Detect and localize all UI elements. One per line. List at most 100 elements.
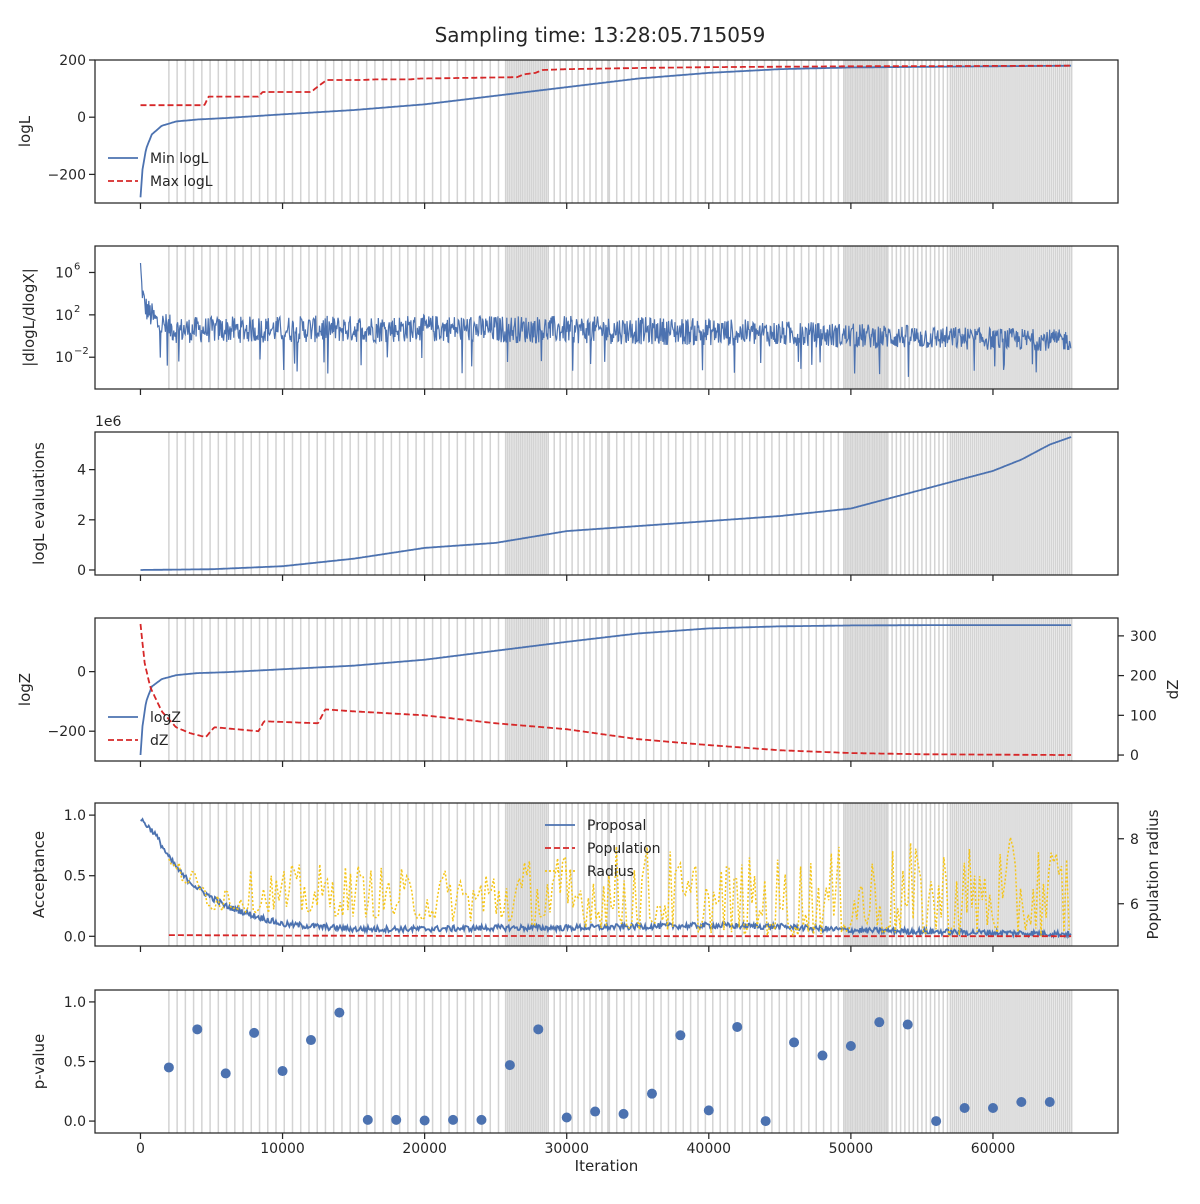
series-radius: [168, 837, 1070, 938]
y-tick-exponent: 2: [74, 304, 80, 315]
data-point: [561, 1112, 572, 1123]
shaded-iterations: [168, 432, 1073, 575]
x-tick-label: 0: [136, 1141, 145, 1157]
data-point: [817, 1050, 828, 1061]
x-tick-label: 50000: [829, 1141, 874, 1157]
data-point: [931, 1116, 942, 1127]
data-point: [760, 1116, 771, 1127]
series-gradient: [139, 262, 1072, 377]
panel-acceptance: 1.0 0.5 0.0 8 6 Acceptance Population radius Pr…: [30, 802, 1162, 952]
data-point: [334, 1007, 345, 1018]
legend-label: Min logL: [150, 151, 209, 167]
data-point: [789, 1037, 800, 1048]
y-axis-label: logL evaluations: [30, 442, 48, 565]
data-point: [874, 1017, 885, 1028]
data-point: [959, 1102, 970, 1113]
x-tick-label: 30000: [544, 1141, 589, 1157]
panel-frame: [94, 802, 1119, 947]
panel-evaluations: 0 2 4 logL evaluations 1e6: [30, 414, 1119, 581]
data-point: [362, 1114, 373, 1125]
y-tick-label: 1.0: [64, 995, 86, 1011]
shaded-iterations: [168, 246, 1073, 389]
y-tick-label: 10: [55, 350, 73, 366]
panel-frame: [94, 617, 1119, 762]
data-point: [419, 1115, 430, 1126]
x-tick-label: 20000: [402, 1141, 447, 1157]
plot-area: [140, 432, 1073, 575]
legend: Proposal Population Radius: [545, 818, 661, 880]
y-tick-label: 2: [77, 513, 86, 529]
data-point: [504, 1060, 515, 1071]
plot-area: [163, 990, 1073, 1133]
plot-area: [139, 246, 1073, 389]
legend-label: Proposal: [587, 818, 646, 834]
x-tick-label: 60000: [971, 1141, 1016, 1157]
shaded-iterations: [168, 618, 1073, 761]
y-right-tick-label: 200: [1130, 669, 1157, 685]
y-tick-label: 4: [77, 463, 86, 479]
y-axis-label: |dlogL/dlogX|: [20, 268, 38, 367]
y-axis-label: logZ: [16, 673, 34, 706]
y-tick-label: 0.5: [64, 1055, 86, 1071]
y-tick-exponent: 6: [74, 261, 80, 272]
series-min-logl: [139, 64, 1072, 198]
y-tick-label: −200: [48, 167, 86, 183]
y-tick-label: 0.0: [64, 1114, 86, 1130]
y-tick-label: 0: [77, 563, 86, 579]
y-right-axis-label: Population radius: [1144, 809, 1162, 939]
data-point: [675, 1030, 686, 1041]
panel-gradient: 10 610 210 −2|dlogL/dlogX|: [20, 245, 1119, 395]
panel-frame: [94, 59, 1119, 204]
offset-label: 1e6: [95, 414, 122, 430]
data-point: [249, 1027, 260, 1038]
y-tick-label: −200: [48, 724, 86, 740]
data-point: [1016, 1097, 1027, 1108]
series-evaluations: [140, 436, 1072, 571]
data-point: [1044, 1097, 1055, 1108]
data-point: [618, 1108, 629, 1119]
y-tick-label: 0: [77, 665, 86, 681]
shaded-iterations: [168, 60, 1073, 203]
y-axis-label: Acceptance: [30, 831, 48, 918]
data-point: [476, 1114, 487, 1125]
legend-label: logZ: [150, 710, 181, 726]
data-point: [305, 1035, 316, 1046]
legend: logZ dZ: [108, 710, 181, 749]
y-axis-label: logL: [16, 115, 34, 147]
y-tick-label: 1.0: [64, 808, 86, 824]
y-right-tick-label: 0: [1130, 748, 1139, 764]
plot-area: [139, 618, 1073, 761]
data-point: [192, 1024, 203, 1035]
legend-label: Radius: [587, 864, 634, 880]
panel-pvalue: 0 10000 20000 30000 40000 50000 60000 1.0 0.5 0.0…: [30, 989, 1119, 1175]
series-dz: [139, 623, 1072, 756]
panel-loglike: 200 0 −200 logL Min logL Max logL: [16, 53, 1119, 209]
y-tick-label: 10: [55, 308, 73, 324]
data-point: [391, 1114, 402, 1125]
shaded-iterations: [168, 990, 1073, 1133]
data-point: [220, 1068, 231, 1079]
data-point: [646, 1088, 657, 1099]
data-point: [703, 1105, 714, 1116]
panel-evidence: 0 −200 300 200 100 0 logZ dZ logZ dZ: [16, 617, 1182, 767]
y-tick-label: 200: [59, 53, 86, 69]
legend-label: Population: [587, 841, 661, 857]
y-right-axis-label: dZ: [1164, 680, 1182, 700]
legend-label: dZ: [150, 733, 168, 749]
legend-label: Max logL: [150, 174, 213, 190]
y-tick-label: 10: [55, 265, 73, 281]
data-point: [845, 1041, 856, 1052]
panel-frame: [94, 431, 1119, 576]
data-point: [533, 1024, 544, 1035]
plot-area: [140, 803, 1073, 946]
y-tick-label: 0.0: [64, 929, 86, 945]
figure-title: Sampling time: 13:28:05.715059: [435, 23, 766, 47]
data-point: [277, 1066, 288, 1077]
data-point: [902, 1019, 913, 1030]
y-axis-label: p-value: [30, 1034, 48, 1090]
x-tick-label: 40000: [687, 1141, 732, 1157]
series-proposal: [140, 817, 1072, 940]
x-axis-label: Iteration: [575, 1157, 639, 1175]
